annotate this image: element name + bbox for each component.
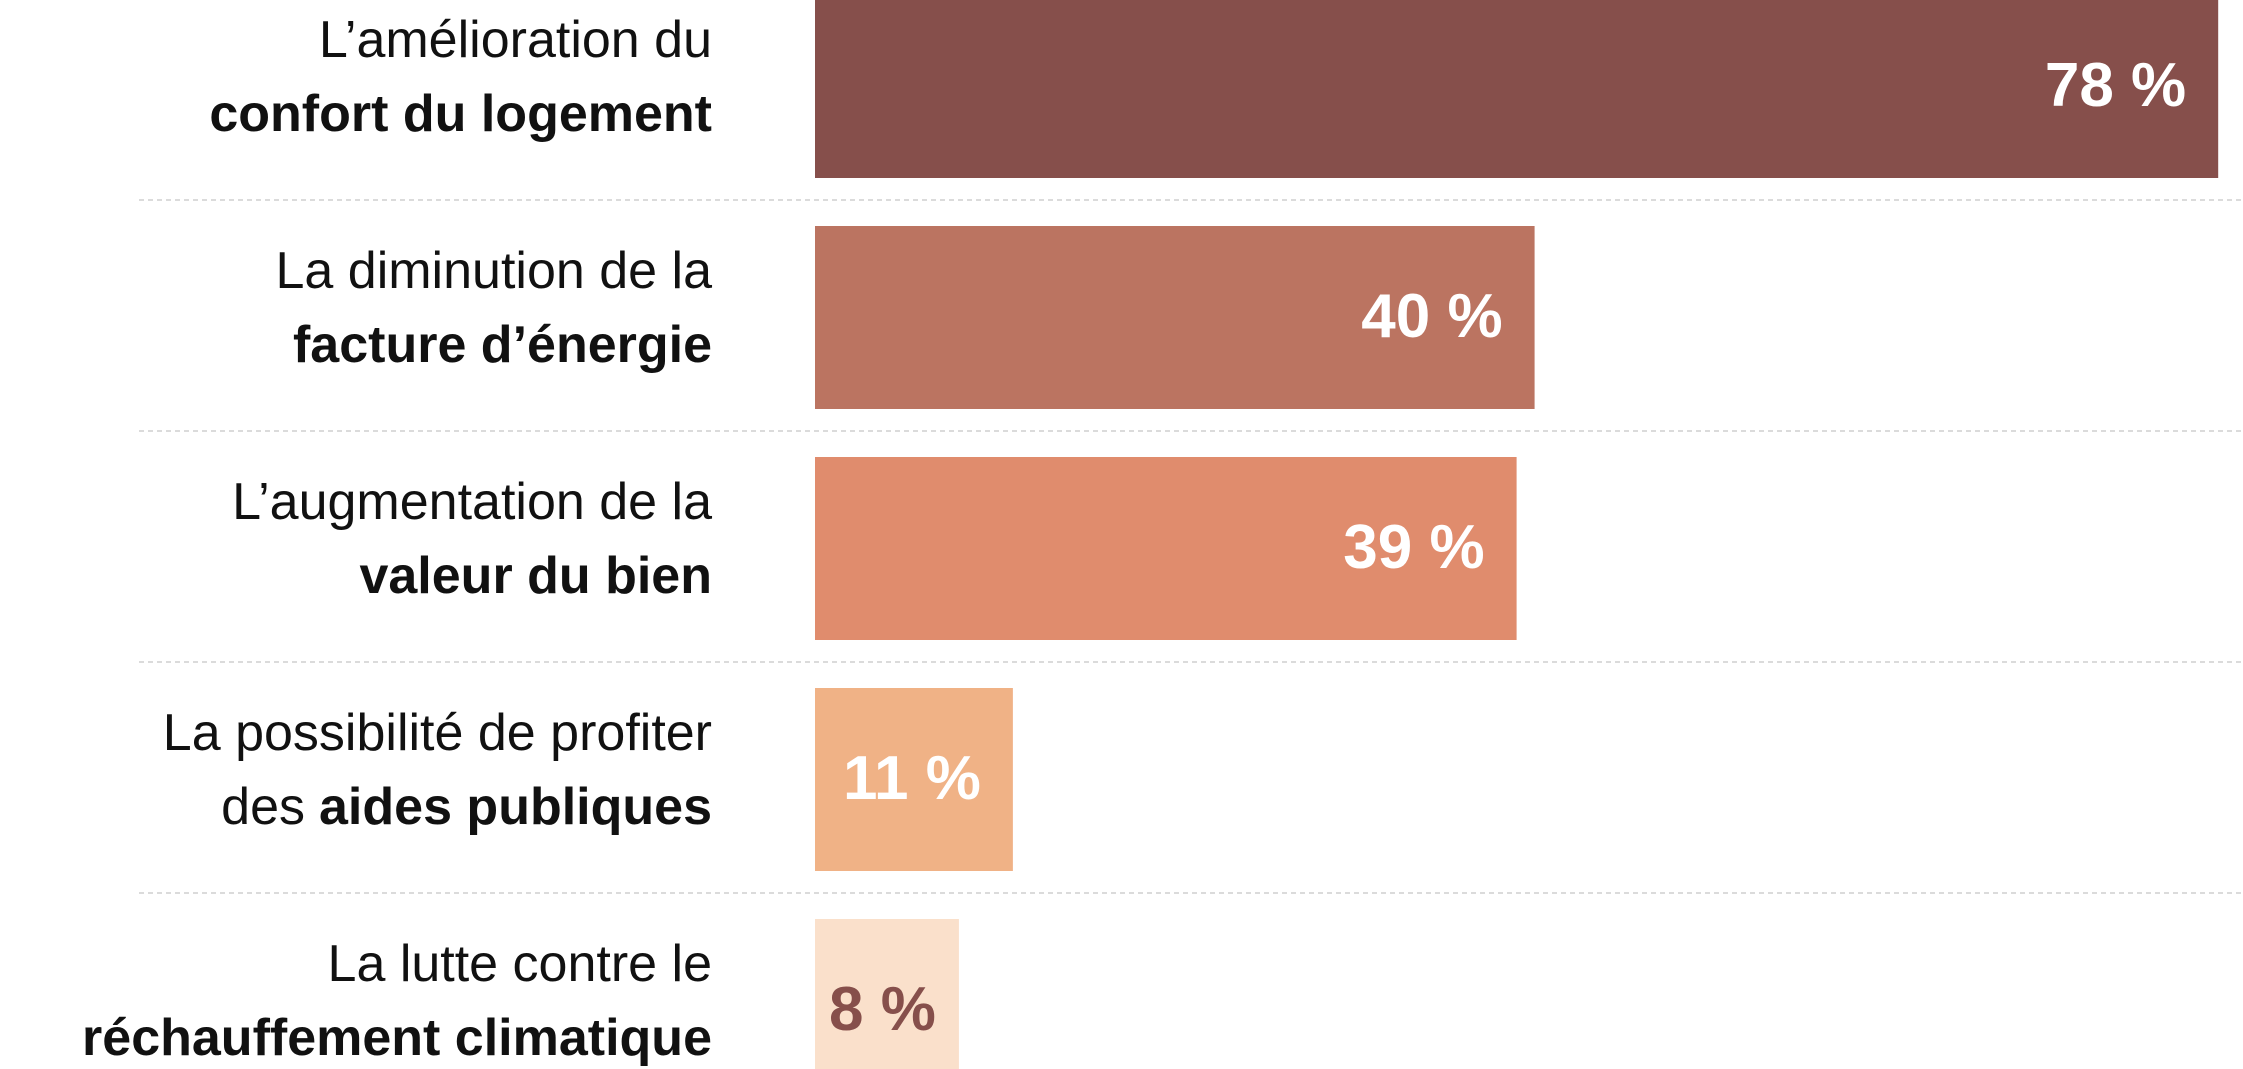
category-label: réchauffement climatique <box>82 1009 712 1067</box>
value-label: 40 % <box>1361 282 1502 351</box>
label-part: des <box>221 778 305 836</box>
value-label: 78 % <box>2045 51 2186 120</box>
category-label: confort du logement <box>209 85 712 143</box>
label-part: La diminution de la <box>275 242 712 300</box>
label-part: confort du logement <box>209 85 712 143</box>
label-part: aides publiques <box>319 778 712 836</box>
category-label: des aides publiques <box>221 778 712 836</box>
label-part: La lutte contre le <box>328 935 712 993</box>
label-part: valeur du bien <box>359 547 712 605</box>
bar <box>815 688 1013 871</box>
label-part: L’augmentation de la <box>232 473 712 531</box>
bar <box>815 919 959 1069</box>
category-label: L’amélioration du <box>319 11 712 69</box>
label-part: facture d’énergie <box>293 316 712 374</box>
label-part: réchauffement climatique <box>82 1009 712 1067</box>
label-part: L’amélioration du <box>319 11 712 69</box>
bar <box>815 0 2219 178</box>
category-label: facture d’énergie <box>293 316 712 374</box>
value-label: 11 % <box>843 744 981 813</box>
bar <box>815 457 1517 640</box>
category-label: L’augmentation de la <box>232 473 712 531</box>
category-label: valeur du bien <box>359 547 712 605</box>
category-label: La lutte contre le <box>328 935 712 993</box>
category-label: La possibilité de profiter <box>163 704 712 762</box>
bar <box>815 226 1535 409</box>
category-label: La diminution de la <box>275 242 712 300</box>
value-label: 8 % <box>829 975 936 1044</box>
label-part: La possibilité de profiter <box>163 704 712 762</box>
value-label: 39 % <box>1343 513 1484 582</box>
